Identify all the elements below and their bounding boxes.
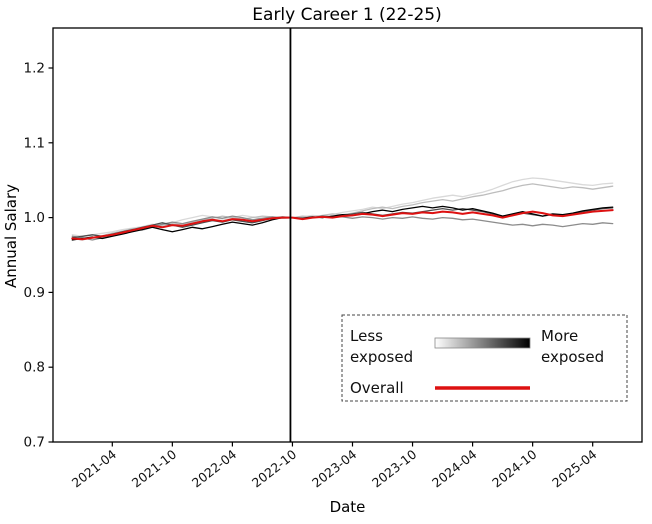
y-tick-label: 1.2 [24,61,45,77]
x-tick-label: 2022-10 [249,447,299,491]
y-tick-label: 0.9 [24,285,45,301]
plot-border [52,27,643,443]
x-axis-ticks: 2021-04 2021-10 2022-04 2022-10 2023-04 2023-… [69,442,600,491]
chart-title: Early Career 1 (22-25) [252,5,441,25]
y-tick-label: 0.8 [24,360,45,376]
x-tick-label: 2024-04 [429,447,479,491]
exposure-gradient-bar-border [434,337,531,349]
x-tick-label: 2024-10 [489,447,539,491]
x-tick-label: 2023-04 [309,447,359,491]
x-tick-label: 2021-04 [69,447,119,491]
series-line-exposure-quintile-1-least [71,177,614,237]
x-tick-label: 2023-10 [369,447,419,491]
y-tick-label: 0.7 [24,435,45,451]
legend: Less exposed More exposed Overall [341,314,628,402]
exposure-gradient-bar [435,338,530,348]
series-line-overall [71,209,614,241]
series-layer [71,177,614,241]
x-tick-label: 2021-10 [129,447,179,491]
y-tick-label: 1.0 [24,210,45,226]
y-axis-ticks: 0.7 0.8 0.9 1.0 1.1 1.2 [24,61,53,451]
series-line-exposure-quintile-5-most [71,205,614,241]
legend-more-exposed-label: More exposed [541,327,604,366]
x-tick-label: 2025-04 [549,447,599,491]
x-tick-label: 2022-04 [189,447,239,491]
y-axis-label: Annual Salary [2,184,20,288]
legend-overall-label: Overall [350,379,404,397]
legend-less-exposed-label: Less exposed [350,327,413,366]
y-tick-label: 1.1 [24,135,45,151]
x-axis-label: Date [330,498,366,516]
